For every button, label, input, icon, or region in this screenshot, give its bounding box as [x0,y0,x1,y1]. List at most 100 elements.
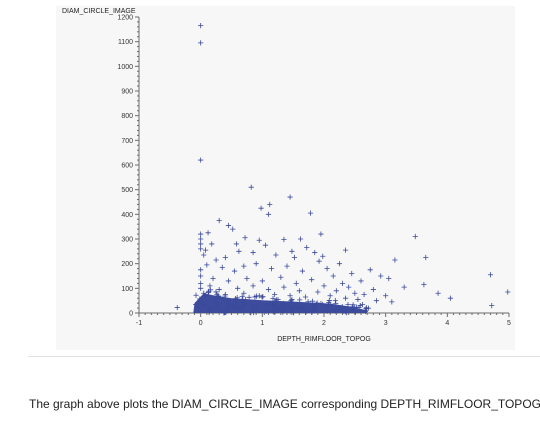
scatter-point [293,280,299,286]
scatter-point [342,295,349,301]
scatter-point [489,303,495,309]
axes: 0 100 200 300 400 500 600 700 800 900 1000 1100 1200… [117,15,511,328]
scatter-point-dense [235,301,241,307]
scatter-point [210,275,216,282]
scatter-point [336,261,343,267]
scatter-point [198,236,204,242]
scatter-point [487,272,494,278]
scatter-point [207,283,213,289]
caption-text: The graph above plots the DIAM_CIRCLE_IM… [29,397,540,411]
scatter-point [370,286,376,293]
scatter-point [312,249,318,256]
scatter-point-dense [289,296,295,303]
scatter-point-dense [260,294,266,300]
x-tick-label: 5 [507,320,511,327]
scatter-point [198,267,204,273]
scatter-point-dense [273,302,279,309]
scatter-point-dense [332,297,338,304]
scatter-point [342,247,349,253]
scatter-point [421,282,427,288]
scatter-point [299,268,306,274]
scatter-point-dense [213,289,219,295]
scatter-point [412,233,418,240]
scatter-point-dense [278,306,284,312]
scatter-point-dense [288,309,294,315]
scatter-point [284,263,290,269]
scatter-point-dense [221,310,227,316]
scatter-point [198,285,204,291]
scatter-point [355,296,361,303]
scatter-point [361,291,367,298]
scatter-point [423,254,429,261]
scatter-point-dense [216,305,222,311]
scatter-point-dense [320,301,326,307]
y-tick-label: 600 [121,163,133,170]
scatter-point-dense [356,305,362,311]
separator-line [28,356,540,357]
scatter-point [250,249,256,256]
scatter-point-dense [305,299,311,305]
scatter-point [198,246,204,252]
scatter-point [258,205,264,211]
scatter-point [201,252,207,258]
scatter-point [198,231,204,237]
scatter-point-dense [266,300,273,307]
scatter-point [256,237,262,243]
scatter-point-dense [270,295,276,302]
scatter-point [373,298,380,304]
scatter-point [333,288,339,294]
scatter-point [203,247,209,253]
scatter-point-dense [207,307,213,313]
scatter-point [367,267,373,273]
scatter-point-dense [196,306,202,312]
scatter-point [198,273,204,279]
scatter-point [318,231,324,237]
scatter-point-dense [326,297,332,304]
scatter-point-dense [337,305,343,311]
x-tick-label: 2 [322,320,326,327]
scatter-point-dense [274,308,280,314]
scatter-point [505,289,511,295]
scatter-point [272,291,278,298]
scatter-chart: DIAM_CIRCLE_IMAGE 0 100 200 300 400 500 600 700… [56,6,515,350]
scatter-point [386,275,392,282]
scatter-point [378,273,384,279]
scatter-point-dense [259,294,265,300]
scatter-point-dense [230,303,236,309]
scatter-point [174,304,180,311]
scatter-point-dense [193,301,199,308]
scatter-point [330,273,336,279]
y-tick-label: 500 [121,187,133,194]
scatter-point-dense [222,309,228,315]
scatter-point [349,270,355,277]
scatter-point [267,201,273,208]
scatter-point-dense [324,308,330,314]
y-tick-label: 200 [121,261,133,268]
scatter-point [281,284,287,290]
scatter-point [346,284,352,290]
scatter-point [392,257,398,263]
scatter-point [327,293,333,299]
scatter-point [205,230,211,236]
scatter-point-dense [239,293,245,300]
x-tick-label: 3 [384,320,388,327]
scatter-point-dense [241,300,247,306]
x-tick-label: 4 [445,320,449,327]
y-tick-label: 700 [121,138,133,145]
y-tick-label: 0 [129,311,133,318]
scatter-point-dense [275,296,281,303]
scatter-point [241,290,247,296]
scatter-point-dense [309,298,316,304]
scatter-point [222,254,228,261]
scatter-point-dense [213,299,219,306]
scatter-point [222,291,228,298]
scatter-point [256,293,262,299]
scatter-point [302,294,309,300]
scatter-point-dense [333,300,339,306]
scatter-point [242,235,248,241]
scatter-point-dense [207,287,214,293]
scatter-point-dense [280,309,286,315]
scatter-point-dense [205,289,211,295]
scatter-point [248,184,254,190]
scatter-point [287,293,293,299]
